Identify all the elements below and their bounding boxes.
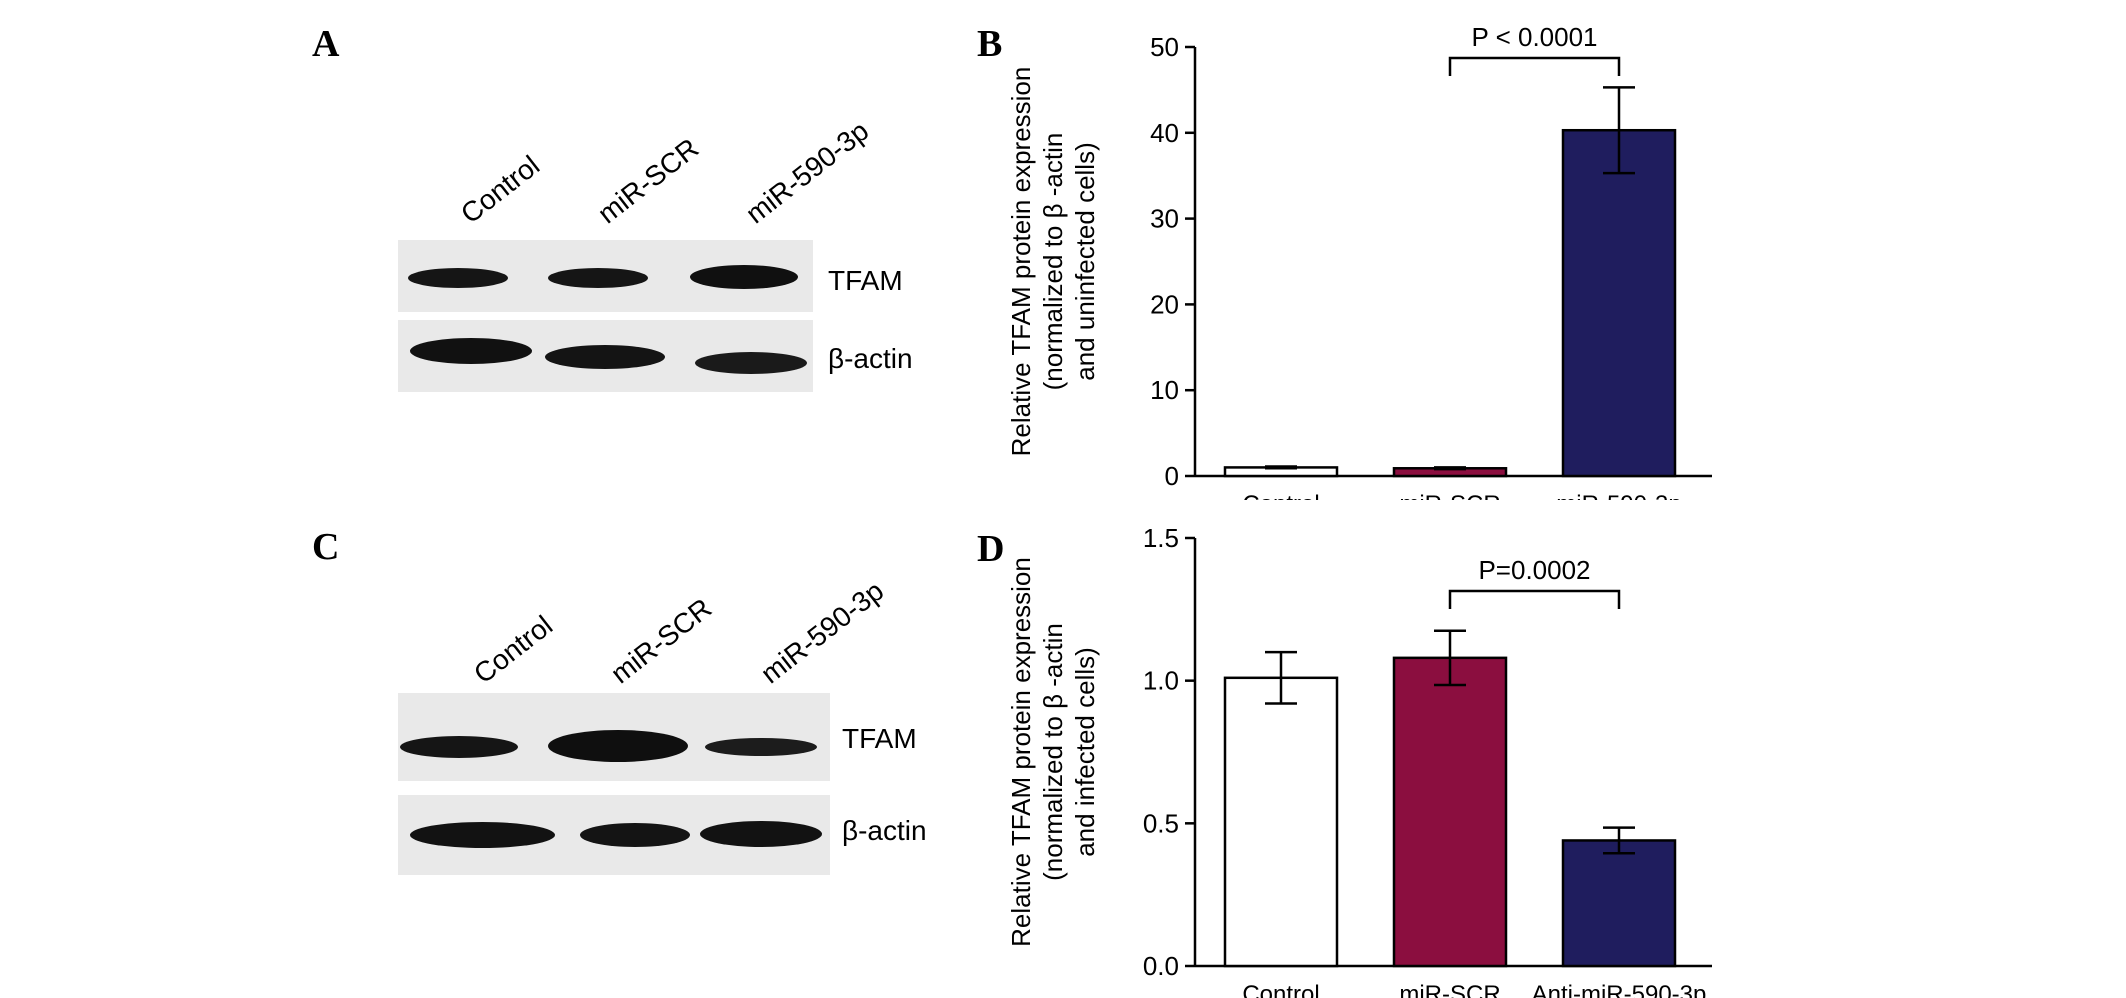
lane-label: Control: [455, 149, 546, 230]
significance-bracket: [1448, 56, 1621, 76]
y-axis-label: Relative TFAM protein expression: [1006, 557, 1036, 947]
y-tick-label: 10: [1150, 375, 1179, 405]
bar: [1392, 656, 1508, 968]
band-label-beta-actin: β-actin: [842, 815, 927, 846]
y-tick-label: 50: [1150, 32, 1179, 62]
band-label-tfam: TFAM: [842, 723, 917, 754]
blot-band: [580, 823, 690, 847]
blot-band: [548, 730, 688, 762]
y-tick-label: 0.5: [1143, 808, 1179, 838]
lane-label: miR-SCR: [605, 592, 718, 690]
panel-letter-d: D: [977, 528, 1005, 570]
lane-label: miR-SCR: [592, 132, 705, 230]
bar-chart-b: 0 10 20 30 40 50 Relative TFAM protein express…: [1006, 22, 1712, 500]
panel-letter-b: B: [977, 23, 1003, 65]
x-tick-label: miR-SCR: [1399, 491, 1500, 500]
y-tick-label: 1.5: [1143, 523, 1179, 553]
blot-band: [548, 268, 648, 288]
lane-label: miR-590-3p: [740, 114, 875, 230]
bar: [1561, 839, 1677, 968]
panel-letter-c: C: [312, 526, 340, 568]
significance-bracket: [1448, 589, 1621, 609]
y-axis-label: and uninfected cells): [1070, 142, 1100, 380]
blot-band: [410, 822, 555, 848]
blot-band: [400, 736, 518, 758]
y-tick-label: 1.0: [1143, 666, 1179, 696]
y-tick-label: 40: [1150, 118, 1179, 148]
bar: [1561, 128, 1677, 478]
blot-band: [410, 338, 532, 364]
lane-label: miR-590-3p: [755, 574, 890, 690]
bar-chart-d: 0.0 0.5 1.0 1.5 Relative TFAM protein expres…: [1006, 523, 1712, 998]
band-label-beta-actin: β-actin: [828, 343, 913, 374]
bar: [1223, 676, 1339, 968]
x-tick-label: Control: [1242, 981, 1319, 998]
y-tick-label: 0: [1165, 461, 1179, 491]
y-axis-label: (normalized to β -actin: [1038, 133, 1068, 391]
lane-label: Control: [468, 609, 559, 690]
y-tick-label: 20: [1150, 289, 1179, 319]
x-tick-label: Anti-miR-590-3p: [1532, 981, 1707, 998]
blot-band: [695, 352, 807, 374]
x-tick-label: miR-590-3p: [1556, 491, 1681, 500]
blot-band: [408, 268, 508, 288]
x-tick-label: Control: [1242, 491, 1319, 500]
band-label-tfam: TFAM: [828, 265, 903, 296]
panel-letter-a: A: [312, 23, 340, 65]
y-axis-label: Relative TFAM protein expression: [1006, 67, 1036, 457]
blot-band: [545, 345, 665, 369]
p-value-annotation: P < 0.0001: [1471, 22, 1597, 52]
p-value-annotation: P=0.0002: [1478, 555, 1590, 585]
y-tick-label: 0.0: [1143, 951, 1179, 981]
y-tick-label: 30: [1150, 204, 1179, 234]
y-axis-label: (normalized to β -actin: [1038, 623, 1068, 881]
blot-band: [705, 738, 817, 756]
blot-band: [690, 265, 798, 289]
y-axis-label: and infected cells): [1070, 647, 1100, 857]
blot-band: [700, 821, 822, 847]
x-tick-label: miR-SCR: [1399, 981, 1500, 998]
